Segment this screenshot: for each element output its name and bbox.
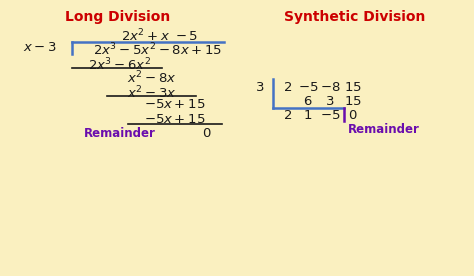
Text: Long Division: Long Division [65, 10, 171, 24]
Text: $15$: $15$ [344, 81, 362, 94]
Text: $3$: $3$ [325, 95, 335, 108]
Text: $-5$: $-5$ [320, 109, 340, 122]
Text: $-5x+15$: $-5x+15$ [144, 113, 206, 126]
Text: $0$: $0$ [348, 109, 358, 122]
Text: $-5$: $-5$ [298, 81, 318, 94]
Text: $-8$: $-8$ [319, 81, 340, 94]
Text: $x^2-8x$: $x^2-8x$ [127, 70, 177, 87]
Text: $2$: $2$ [283, 81, 292, 94]
Text: $2x^2 +x\ -5$: $2x^2 +x\ -5$ [121, 28, 199, 45]
Text: $x^2-3x$: $x^2-3x$ [127, 85, 177, 102]
Text: Remainder: Remainder [348, 123, 420, 136]
Text: $15$: $15$ [344, 95, 362, 108]
Text: $3$: $3$ [255, 81, 264, 94]
Text: $0$: $0$ [202, 127, 212, 140]
Text: $1$: $1$ [303, 109, 313, 122]
FancyBboxPatch shape [0, 0, 238, 276]
Text: Synthetic Division: Synthetic Division [284, 10, 426, 24]
Text: $6$: $6$ [303, 95, 313, 108]
FancyBboxPatch shape [234, 0, 474, 276]
Text: $2x^3-6x^2$: $2x^3-6x^2$ [89, 57, 152, 74]
Text: $x-3$: $x-3$ [23, 41, 57, 54]
Text: $2$: $2$ [283, 109, 292, 122]
Text: Remainder: Remainder [84, 127, 156, 140]
Text: $2x^3-5x^2-8x+15$: $2x^3-5x^2-8x+15$ [93, 42, 222, 59]
Text: $-5x+15$: $-5x+15$ [144, 98, 206, 111]
